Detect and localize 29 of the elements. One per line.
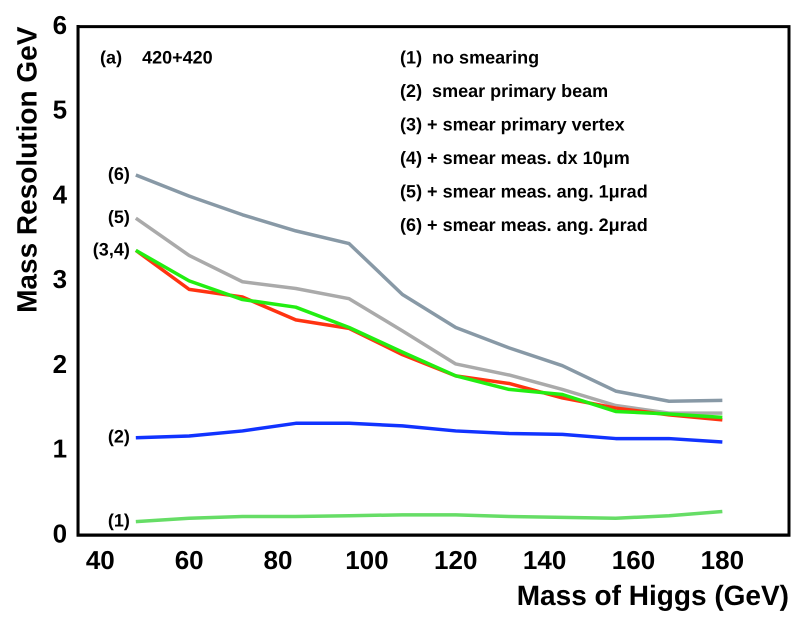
y-tick-label: 0 [52, 518, 68, 548]
x-tick-label: 140 [522, 544, 566, 575]
x-tick-label: 60 [174, 544, 204, 575]
x-tick-label: 180 [700, 544, 744, 575]
annotation: (5) + smear meas. ang. 1μrad [400, 182, 648, 202]
annotation: (a) 420+420 [100, 48, 213, 68]
annotation: (6) + smear meas. ang. 2μrad [400, 215, 648, 236]
x-axis-title: Mass of Higgs (GeV) [516, 580, 789, 611]
y-tick-label: 5 [52, 94, 68, 125]
y-tick-label: 2 [52, 348, 68, 379]
x-tick-label: 80 [264, 544, 292, 575]
x-tick-label: 40 [86, 544, 115, 575]
annotation: (4) + smear meas. dx 10μm [400, 148, 630, 168]
series-label: (1) [108, 510, 130, 531]
y-tick-label: 1 [52, 434, 68, 464]
annotation: (3) + smear primary vertex [400, 114, 625, 135]
y-tick-label: 6 [52, 10, 68, 40]
y-tick-label: 4 [52, 179, 68, 210]
x-tick-label: 100 [345, 544, 389, 575]
series-label: (3,4) [92, 239, 130, 260]
x-tick-label: 120 [434, 544, 478, 575]
series-label: (6) [108, 164, 130, 184]
series-label: (2) [108, 426, 130, 447]
annotation: (1) no smearing [400, 48, 540, 68]
annotation: (2) smear primary beam [400, 81, 608, 102]
y-tick-label: 3 [52, 264, 68, 294]
x-tick-label: 160 [612, 544, 656, 575]
y-axis-title: Mass Resolution GeV [12, 26, 43, 313]
series-label: (5) [108, 207, 130, 228]
